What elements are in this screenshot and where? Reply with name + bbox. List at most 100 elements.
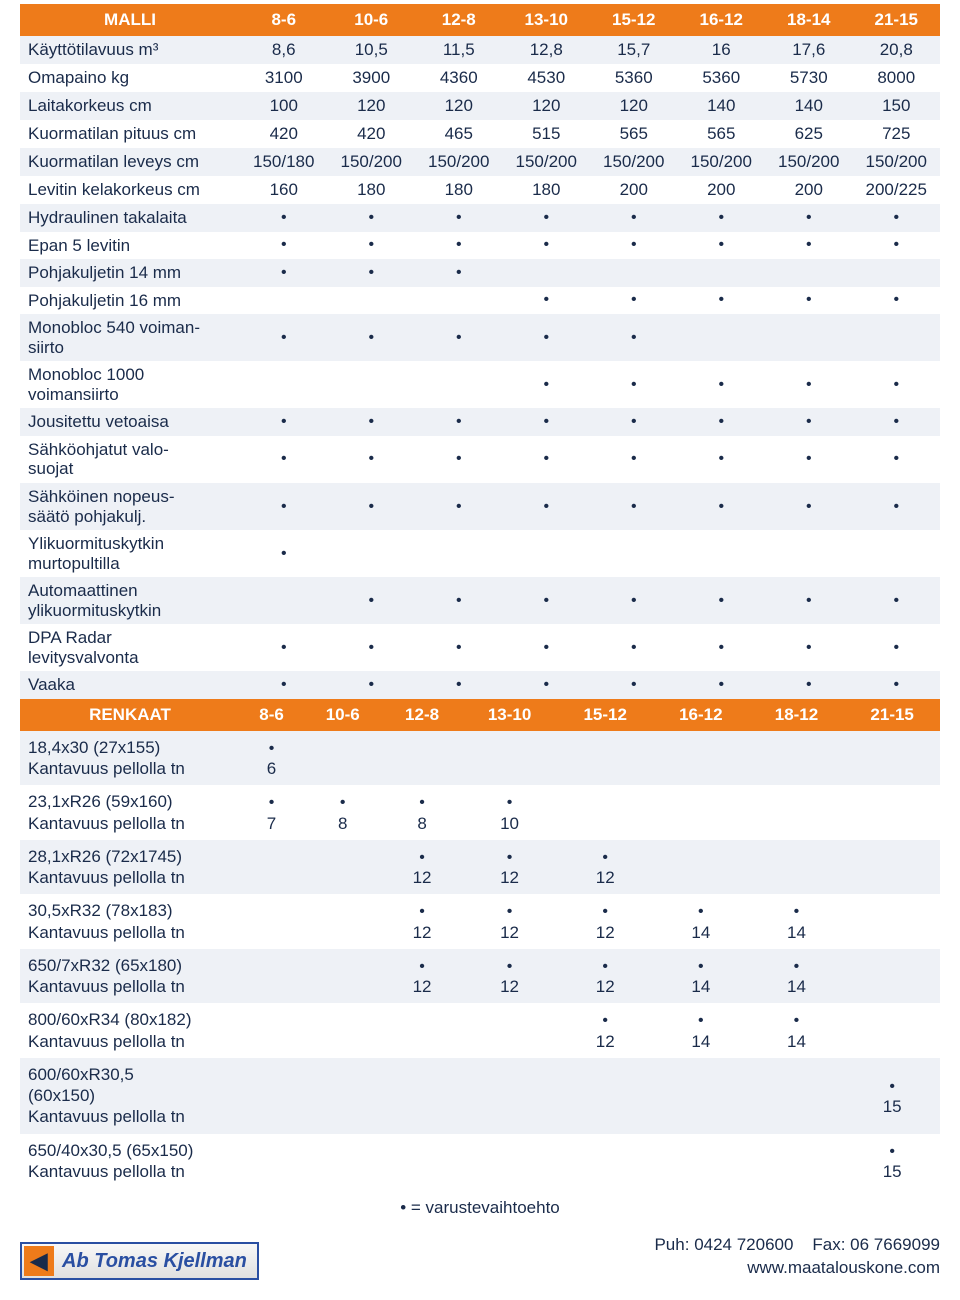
cell: 3100: [240, 64, 328, 92]
cell: •: [415, 204, 503, 232]
row-label: Pohjakuljetin 16 mm: [20, 287, 240, 315]
row-label: Kuormatilan leveys cm: [20, 148, 240, 176]
cell: •: [503, 483, 591, 530]
cell: [844, 785, 940, 840]
cell: •: [765, 671, 853, 699]
table-row: 600/60xR30,5(60x150)Kantavuus pellolla t…: [20, 1058, 940, 1134]
table-row: Omapaino kg31003900436045305360536057308…: [20, 64, 940, 92]
cell: 180: [503, 176, 591, 204]
row-label: Vaaka: [20, 671, 240, 699]
footer: ◀ Ab Tomas Kjellman Puh: 0424 720600 Fax…: [20, 1234, 940, 1280]
cell: 16: [678, 36, 766, 64]
cell: [303, 1003, 382, 1058]
cell: •: [503, 436, 591, 483]
cell: •: [853, 483, 941, 530]
cell: •8: [303, 785, 382, 840]
cell: •: [853, 624, 941, 671]
table-row: 23,1xR26 (59x160)Kantavuus pellolla tn•7…: [20, 785, 940, 840]
cell: [853, 530, 941, 577]
cell: [240, 577, 328, 624]
cell: •12: [557, 1003, 653, 1058]
cell: •: [590, 232, 678, 260]
cell: [240, 1058, 303, 1134]
cell: •: [590, 408, 678, 436]
cell: •7: [240, 785, 303, 840]
cell: 150: [853, 92, 941, 120]
row-label: Jousitettu vetoaisa: [20, 408, 240, 436]
cell: •: [415, 436, 503, 483]
cell: •: [503, 671, 591, 699]
cell: •: [240, 204, 328, 232]
row-label: DPA Radarlevitysvalvonta: [20, 624, 240, 671]
cell: [240, 287, 328, 315]
cell: •14: [749, 894, 845, 949]
cell: •: [328, 624, 416, 671]
footnote: • = varustevaihtoehto: [20, 1188, 940, 1222]
cell: •10: [462, 785, 558, 840]
row-label: 30,5xR32 (78x183)Kantavuus pellolla tn: [20, 894, 240, 949]
cell: [240, 1003, 303, 1058]
cell: •: [240, 483, 328, 530]
spec-col-6: 18-14: [765, 4, 853, 36]
cell: •14: [653, 949, 749, 1004]
cell: [462, 1003, 558, 1058]
table-row: Käyttötilavuus m³8,610,511,512,815,71617…: [20, 36, 940, 64]
cell: 725: [853, 120, 941, 148]
fax-label: Fax:: [812, 1235, 845, 1254]
tire-header-row: RENKAAT 8-6 10-6 12-8 13-10 15-12 16-12 …: [20, 699, 940, 731]
tire-col-6: 18-12: [749, 699, 845, 731]
cell: [382, 1003, 461, 1058]
cell: [557, 1134, 653, 1189]
cell: [844, 1003, 940, 1058]
cell: •: [678, 204, 766, 232]
cell: •12: [557, 894, 653, 949]
cell: •: [678, 408, 766, 436]
phone-value: 0424 720600: [694, 1235, 793, 1254]
cell: [303, 840, 382, 895]
cell: [765, 314, 853, 361]
table-row: Epan 5 levitin••••••••: [20, 232, 940, 260]
cell: [853, 314, 941, 361]
cell: [462, 1134, 558, 1189]
cell: •: [765, 436, 853, 483]
cell: 120: [590, 92, 678, 120]
cell: 180: [415, 176, 503, 204]
row-label: Omapaino kg: [20, 64, 240, 92]
cell: [557, 731, 653, 786]
tire-col-5: 16-12: [653, 699, 749, 731]
cell: 200: [678, 176, 766, 204]
cell: •: [678, 671, 766, 699]
cell: •: [503, 287, 591, 315]
cell: [678, 259, 766, 287]
cell: 20,8: [853, 36, 941, 64]
cell: •: [678, 577, 766, 624]
cell: •: [590, 436, 678, 483]
cell: [328, 287, 416, 315]
cell: 150/200: [853, 148, 941, 176]
cell: [653, 840, 749, 895]
cell: [415, 361, 503, 408]
cell: •: [240, 624, 328, 671]
cell: 4360: [415, 64, 503, 92]
spec-header-row: MALLI 8-6 10-6 12-8 13-10 15-12 16-12 18…: [20, 4, 940, 36]
cell: [240, 894, 303, 949]
cell: •: [853, 408, 941, 436]
cell: 5730: [765, 64, 853, 92]
cell: [382, 1058, 461, 1134]
table-row: Sähköohjatut valo-suojat••••••••: [20, 436, 940, 483]
cell: 150/200: [678, 148, 766, 176]
cell: •: [765, 204, 853, 232]
cell: •: [853, 287, 941, 315]
cell: [462, 1058, 558, 1134]
cell: [557, 1058, 653, 1134]
table-row: Kuormatilan leveys cm150/180150/200150/2…: [20, 148, 940, 176]
table-row: 18,4x30 (27x155)Kantavuus pellolla tn•6: [20, 731, 940, 786]
cell: •: [328, 259, 416, 287]
cell: •: [240, 408, 328, 436]
contact-line-1: Puh: 0424 720600 Fax: 06 7669099: [654, 1234, 940, 1257]
cell: 150/200: [328, 148, 416, 176]
cell: [844, 840, 940, 895]
cell: •12: [462, 840, 558, 895]
cell: •: [853, 436, 941, 483]
cell: 150/200: [765, 148, 853, 176]
